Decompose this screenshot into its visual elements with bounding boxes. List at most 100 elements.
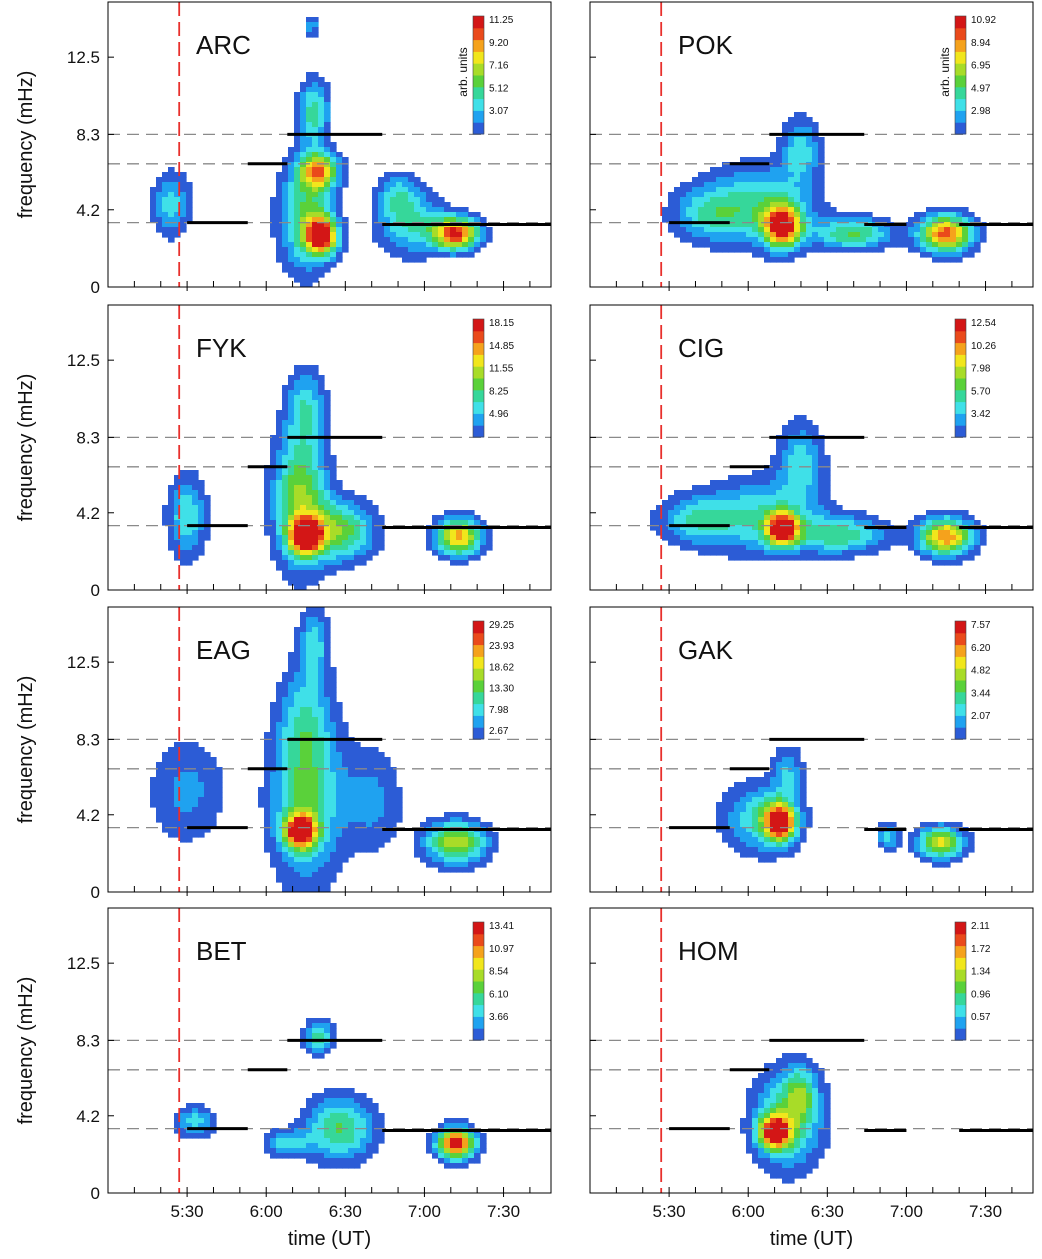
colorbar-swatch	[473, 366, 484, 379]
colorbar-tick-label: 8.54	[489, 967, 509, 978]
colorbar-swatch	[955, 319, 966, 332]
colorbar-swatch	[473, 16, 484, 29]
plot-frame	[589, 304, 1034, 591]
station-label: GAK	[678, 635, 734, 665]
colorbar-tick-label: 11.25	[489, 15, 514, 26]
y-tick-label: 0	[91, 278, 100, 297]
colorbar-swatch	[473, 413, 484, 426]
colorbar-swatch	[955, 981, 966, 994]
colorbar-swatch	[473, 1004, 484, 1017]
colorbar-unit-label: arb. units	[938, 47, 952, 96]
plot-frame	[107, 907, 552, 1194]
x-tick-label: 7:30	[487, 1202, 520, 1221]
y-tick-label: 12.5	[67, 351, 100, 370]
colorbar-swatch	[955, 1004, 966, 1017]
colorbar-tick-label: 3.42	[971, 409, 991, 420]
colorbar-swatch	[473, 389, 484, 403]
colorbar-tick-label: 3.66	[489, 1012, 509, 1023]
colorbar-swatch	[473, 1016, 484, 1029]
colorbar-swatch	[473, 703, 484, 716]
colorbar-swatch	[955, 727, 966, 740]
y-tick-label: 12.5	[67, 954, 100, 973]
colorbar-swatch	[955, 668, 966, 681]
colorbar-swatch	[955, 51, 966, 64]
colorbar-swatch	[955, 957, 966, 970]
y-axis-title: frequency (mHz)	[15, 977, 37, 1125]
x-tick-label: 6:00	[732, 1202, 765, 1221]
y-tick-label: 8.3	[76, 1031, 100, 1050]
colorbar-tick-label: 6.10	[489, 989, 509, 1000]
contour-field	[150, 607, 499, 892]
colorbar-frame	[954, 620, 967, 740]
colorbar-swatch	[955, 922, 966, 935]
colorbar-swatch	[473, 342, 484, 355]
x-tick-label: 5:30	[653, 1202, 686, 1221]
colorbar-swatch	[955, 378, 966, 391]
panel-cig: CIG 12.54 10.26 7.98 5.70 3.42	[589, 304, 1034, 594]
colorbar-swatch	[473, 632, 484, 646]
colorbar-tick-label: 8.94	[971, 38, 991, 49]
colorbar-swatch	[955, 98, 966, 111]
colorbar-swatch	[955, 86, 966, 100]
colorbar-swatch	[473, 27, 484, 41]
colorbar-tick-label: 23.93	[489, 641, 514, 652]
panel-arc: 0 4.2 8.3 12.5 frequency (mHz) ARC 11.25 9.20 7.…	[15, 1, 552, 297]
y-tick-label: 0	[91, 581, 100, 600]
colorbar-tick-label: 18.15	[489, 318, 514, 329]
y-tick-label: 4.2	[76, 1107, 100, 1126]
y-tick-label: 4.2	[76, 504, 100, 523]
x-tick-label: 6:30	[329, 1202, 362, 1221]
colorbar-tick-label: 4.97	[971, 83, 991, 94]
colorbar-swatch	[955, 354, 966, 367]
colorbar-swatch	[473, 969, 484, 982]
colorbar-swatch	[955, 992, 966, 1006]
colorbar-tick-label: 5.70	[971, 386, 991, 397]
colorbar-swatch	[473, 922, 484, 935]
colorbar: 18.15 14.85 11.55 8.25 4.96	[472, 318, 514, 438]
colorbar-tick-label: 7.98	[489, 705, 509, 716]
colorbar-swatch	[955, 933, 966, 947]
plot-frame	[107, 606, 552, 893]
colorbar-tick-label: 4.82	[971, 666, 991, 677]
station-label: ARC	[196, 30, 251, 60]
panel-hom: 5:30 6:00 6:30 7:00 7:30 time (UT) HOM 2.11 1.72…	[589, 907, 1034, 1250]
y-tick-label: 4.2	[76, 201, 100, 220]
panel-eag: 0 4.2 8.3 12.5 frequency (mHz) EAG 29.25 23.93 1…	[15, 606, 552, 902]
colorbar: 10.92 8.94 6.95 4.97 2.98 arb. units	[938, 15, 996, 135]
colorbar-swatch	[473, 945, 484, 958]
colorbar-swatch	[473, 621, 484, 634]
colorbar-swatch	[955, 122, 966, 135]
colorbar-swatch	[955, 691, 966, 705]
x-axis-title: time (UT)	[288, 1228, 371, 1250]
colorbar-swatch	[955, 425, 966, 438]
colorbar-swatch	[955, 401, 966, 414]
colorbar-swatch	[473, 425, 484, 438]
colorbar-swatch	[473, 63, 484, 76]
colorbar-swatch	[473, 39, 484, 52]
colorbar-tick-label: 0.57	[971, 1012, 991, 1023]
colorbar-swatch	[955, 945, 966, 958]
colorbar-swatch	[955, 16, 966, 29]
colorbar-swatch	[955, 715, 966, 728]
colorbar-tick-label: 3.44	[971, 688, 991, 699]
colorbar-tick-label: 13.41	[489, 921, 514, 932]
colorbar-swatch	[955, 39, 966, 52]
y-tick-label: 12.5	[67, 653, 100, 672]
y-tick-label: 8.3	[76, 428, 100, 447]
colorbar-tick-label: 29.25	[489, 620, 514, 631]
plot-frame	[107, 1, 552, 288]
station-label: BET	[196, 936, 247, 966]
colorbar-swatch	[473, 378, 484, 391]
x-tick-label: 7:00	[408, 1202, 441, 1221]
colorbar-swatch	[473, 330, 484, 344]
y-tick-label: 0	[91, 883, 100, 902]
colorbar-swatch	[955, 1028, 966, 1041]
colorbar-tick-label: 10.92	[971, 15, 996, 26]
y-axis-title: frequency (mHz)	[15, 676, 37, 824]
colorbar-tick-label: 7.98	[971, 364, 991, 375]
colorbar-swatch	[473, 110, 484, 123]
colorbar-swatch	[955, 27, 966, 41]
y-tick-label: 0	[91, 1184, 100, 1203]
x-tick-label: 7:00	[890, 1202, 923, 1221]
x-axis-title: time (UT)	[770, 1228, 853, 1250]
